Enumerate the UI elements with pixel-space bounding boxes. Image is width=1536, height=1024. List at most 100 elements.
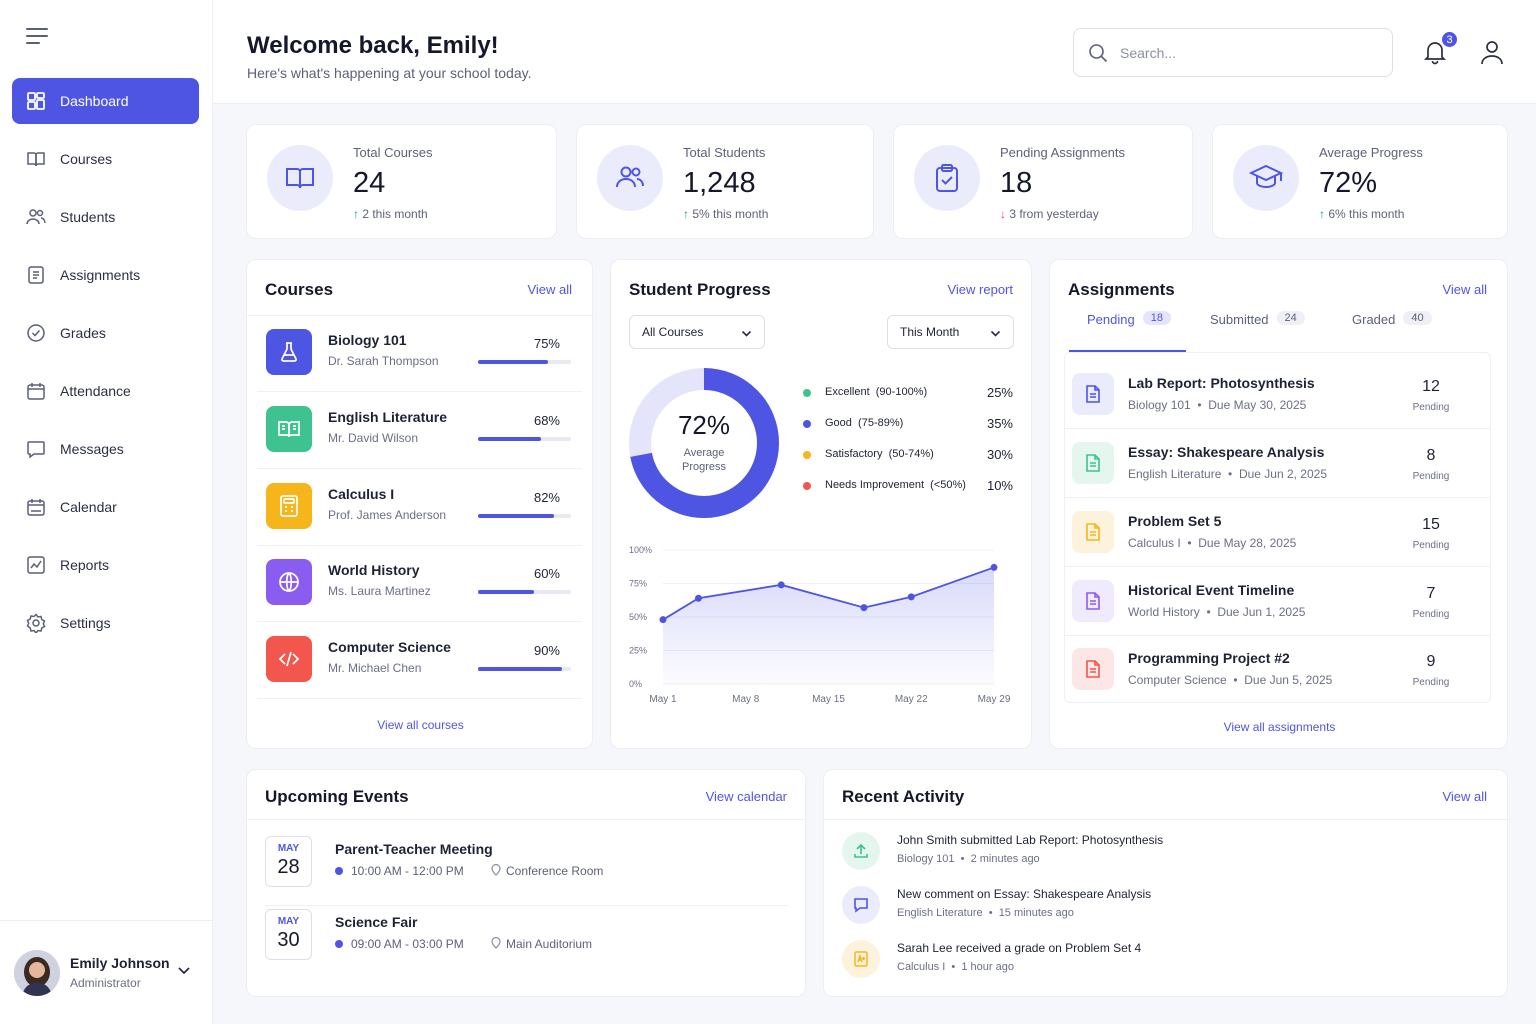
- event-name: Parent-Teacher Meeting: [335, 841, 493, 857]
- assignment-due: Due Jun 1, 2025: [1217, 605, 1306, 619]
- stat-card-pending: Pending Assignments 18 ↓ 3 from yesterda…: [893, 124, 1193, 239]
- menu-icon[interactable]: [26, 28, 48, 46]
- chevron-down-icon: [990, 330, 1001, 337]
- stat-delta-text: 2 this month: [362, 207, 428, 221]
- course-row[interactable]: Biology 101 Dr. Sarah Thompson 75%: [257, 316, 582, 392]
- assignment-status: Pending: [1412, 540, 1450, 551]
- course-row[interactable]: Computer Science Mr. Michael Chen 90%: [257, 623, 582, 699]
- assignment-row[interactable]: Historical Event Timeline World History …: [1065, 567, 1491, 636]
- view-report-link[interactable]: View report: [947, 282, 1013, 297]
- assignment-row[interactable]: Programming Project #2 Computer Science …: [1065, 635, 1491, 704]
- sidebar-item-assignments[interactable]: Assignments: [12, 252, 199, 298]
- sidebar-item-dashboard[interactable]: Dashboard: [12, 78, 199, 124]
- tab-label: Graded: [1352, 312, 1396, 327]
- chart-area: [663, 567, 994, 684]
- tab-count: 40: [1403, 311, 1432, 325]
- assignment-course: Computer Science: [1128, 673, 1227, 687]
- book-icon: [267, 145, 333, 211]
- user-profile[interactable]: Emily Johnson Administrator: [0, 920, 213, 1024]
- data-point: [777, 581, 785, 589]
- arrow-up-icon: ↑: [683, 207, 689, 221]
- sidebar-item-label: Dashboard: [60, 93, 129, 109]
- activity-course: English Literature: [897, 907, 983, 919]
- document-icon: [1072, 580, 1114, 622]
- search-input[interactable]: [1120, 44, 1380, 61]
- assignment-name: Essay: Shakespeare Analysis: [1128, 444, 1325, 460]
- assignment-course: English Literature: [1128, 467, 1222, 481]
- period-filter-select[interactable]: This Month: [887, 315, 1014, 349]
- assignment-row[interactable]: Problem Set 5 Calculus I • Due May 28, 2…: [1065, 498, 1491, 567]
- stat-card-courses: Total Courses 24 ↑ 2 this month: [246, 124, 557, 239]
- tab-submitted[interactable]: Submitted 24: [1210, 311, 1305, 352]
- sidebar-item-reports[interactable]: Reports: [12, 542, 199, 588]
- sidebar-item-courses[interactable]: Courses: [12, 136, 199, 182]
- sidebar-item-grades[interactable]: Grades: [12, 310, 199, 356]
- page-subtitle: Here's what's happening at your school t…: [247, 65, 532, 81]
- assignment-due: Due Jun 2, 2025: [1238, 467, 1328, 481]
- user-icon[interactable]: [1478, 38, 1506, 66]
- course-row[interactable]: English Literature Mr. David Wilson 68%: [257, 393, 582, 469]
- location-pin-icon: [491, 936, 501, 949]
- activity-title: Recent Activity: [842, 787, 965, 806]
- course-name: World History: [328, 562, 420, 578]
- activity-item[interactable]: John Smith submitted Lab Report: Photosy…: [842, 832, 1442, 882]
- sidebar-item-calendar[interactable]: Calendar: [12, 484, 199, 530]
- event-location: Main Auditorium: [491, 936, 592, 951]
- tab-pending[interactable]: Pending 18: [1087, 311, 1171, 352]
- avatar: [14, 949, 60, 996]
- assignment-meta: English Literature • Due Jun 2, 2025: [1128, 467, 1328, 481]
- assignment-status: Pending: [1412, 471, 1450, 482]
- legend-item: Satisfactory (50-74%) 30%: [801, 447, 1013, 467]
- event-item[interactable]: MAY 30 Science Fair 09:00 AM - 03:00 PM …: [265, 909, 787, 979]
- y-tick-label: 75%: [629, 579, 647, 589]
- bell-icon[interactable]: [1421, 38, 1449, 66]
- legend-name: Good: [825, 417, 852, 429]
- view-all-assignments-link[interactable]: View all assignments: [1223, 720, 1336, 734]
- activity-item[interactable]: New comment on Essay: Shakespeare Analys…: [842, 886, 1442, 936]
- stat-delta-text: 5% this month: [692, 207, 769, 221]
- activity-course: Calculus I: [897, 961, 946, 973]
- course-teacher: Mr. Michael Chen: [328, 661, 422, 675]
- assignment-course: Biology 101: [1128, 398, 1191, 412]
- stat-label: Total Courses: [353, 145, 433, 160]
- assignment-row[interactable]: Lab Report: Photosynthesis Biology 101 •…: [1065, 360, 1491, 429]
- progress-bar: [478, 590, 571, 594]
- sidebar-item-attendance[interactable]: Attendance: [12, 368, 199, 414]
- header: Welcome back, Emily! Here's what's happe…: [213, 0, 1536, 104]
- activity-view-all-link[interactable]: View all: [1442, 789, 1487, 804]
- sidebar-item-settings[interactable]: Settings: [12, 600, 199, 646]
- course-name: Calculus I: [328, 486, 395, 502]
- assignment-row[interactable]: Essay: Shakespeare Analysis English Lite…: [1065, 429, 1491, 498]
- chevron-down-icon[interactable]: [177, 963, 191, 977]
- courses-view-all-link[interactable]: View all: [527, 282, 572, 297]
- legend-value: 30%: [986, 447, 1013, 462]
- assignment-count: 9: [1426, 653, 1436, 670]
- dashboard-icon: [27, 92, 45, 110]
- search-box[interactable]: [1073, 28, 1393, 77]
- upload-icon: [842, 832, 880, 870]
- progress-bar: [478, 514, 571, 518]
- progress-fill: [478, 360, 548, 364]
- progress-fill: [478, 514, 555, 518]
- sidebar-item-messages[interactable]: Messages: [12, 426, 199, 472]
- event-item[interactable]: MAY 28 Parent-Teacher Meeting 10:00 AM -…: [265, 836, 787, 906]
- tab-graded[interactable]: Graded 40: [1352, 311, 1432, 352]
- assignments-view-all-link[interactable]: View all: [1442, 282, 1487, 297]
- x-tick-label: May 8: [732, 694, 760, 705]
- course-percent: 75%: [533, 336, 560, 351]
- sidebar-item-students[interactable]: Students: [12, 194, 199, 240]
- event-day: 28: [277, 856, 300, 878]
- assignment-name: Problem Set 5: [1128, 513, 1222, 529]
- course-filter-select[interactable]: All Courses: [629, 315, 765, 349]
- view-all-courses-link[interactable]: View all courses: [377, 718, 464, 732]
- x-tick-label: May 15: [812, 694, 845, 705]
- stat-card-progress: Average Progress 72% ↑ 6% this month: [1212, 124, 1508, 239]
- view-calendar-link[interactable]: View calendar: [705, 789, 787, 804]
- comment-icon: [842, 886, 880, 924]
- activity-item[interactable]: Sarah Lee received a grade on Problem Se…: [842, 940, 1442, 990]
- activity-text: John Smith submitted Lab Report: Photosy…: [897, 833, 1163, 847]
- flask-icon: [266, 329, 312, 375]
- course-percent: 68%: [533, 413, 560, 428]
- course-row[interactable]: World History Ms. Laura Martinez 60%: [257, 546, 582, 622]
- course-row[interactable]: Calculus I Prof. James Anderson 82%: [257, 470, 582, 546]
